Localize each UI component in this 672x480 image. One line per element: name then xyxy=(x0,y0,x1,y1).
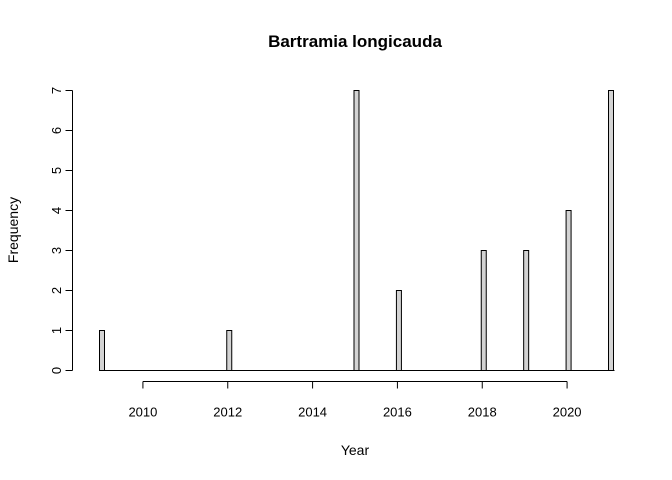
bar-2018 xyxy=(480,250,487,371)
bar-2020 xyxy=(565,210,572,371)
x-tick-label-2012: 2012 xyxy=(213,405,242,420)
x-axis-label: Year xyxy=(341,442,370,458)
bar-2019 xyxy=(523,250,530,371)
y-tick-label-3: 3 xyxy=(49,247,64,254)
y-tick-label-7: 7 xyxy=(49,87,64,94)
bar-2016 xyxy=(395,290,402,371)
bar-2015 xyxy=(353,90,360,371)
y-tick-label-6: 6 xyxy=(49,127,64,134)
x-tick-label-2014: 2014 xyxy=(298,405,327,420)
bar-2009 xyxy=(99,330,105,371)
bar-2021 xyxy=(608,90,614,371)
x-tick-label-2018: 2018 xyxy=(468,405,497,420)
x-tick-label-2010: 2010 xyxy=(128,405,157,420)
y-tick-label-5: 5 xyxy=(49,167,64,174)
y-tick-label-4: 4 xyxy=(49,207,64,214)
chart-title: Bartramia longicauda xyxy=(268,32,442,51)
y-axis: 0 1 2 3 4 5 6 7 xyxy=(49,87,73,374)
x-tick-label-2016: 2016 xyxy=(383,405,412,420)
y-tick-label-1: 1 xyxy=(49,327,64,334)
bars xyxy=(99,90,614,371)
y-tick-label-2: 2 xyxy=(49,287,64,294)
y-axis-label: Frequency xyxy=(5,197,21,263)
y-tick-label-0: 0 xyxy=(49,367,64,374)
plot-area xyxy=(99,90,615,371)
bar-2012 xyxy=(226,330,233,371)
x-axis: 2010 2012 2014 2016 2018 2020 xyxy=(128,381,582,420)
x-tick-label-2020: 2020 xyxy=(553,405,582,420)
